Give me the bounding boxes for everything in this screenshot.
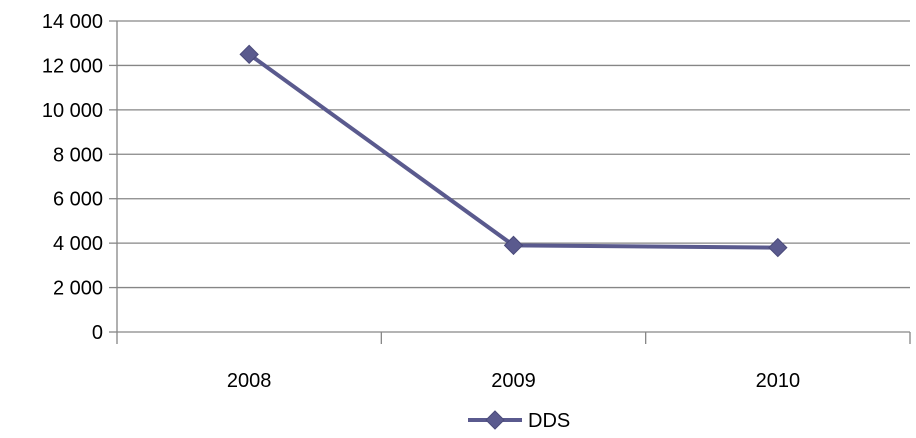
x-axis-tick-labels: 2008 2009 2010 (227, 370, 800, 392)
data-point (239, 44, 259, 65)
legend: DDS (468, 410, 570, 432)
y-tick-label: 6 000 (53, 189, 103, 211)
legend-label: DDS (528, 410, 570, 432)
x-tick-label: 2009 (491, 370, 536, 392)
data-point (768, 237, 788, 258)
y-tick-label: 8 000 (53, 144, 103, 166)
gridlines (117, 20, 910, 289)
x-tick-label: 2008 (227, 370, 272, 392)
legend-marker (485, 410, 505, 430)
axes (109, 20, 911, 344)
y-tick-label: 14 000 (42, 11, 103, 33)
y-axis-tick-labels: 0 2 000 4 000 6 000 8 000 10 000 12 000 14 000 (42, 11, 103, 344)
x-tick-label: 2010 (756, 370, 801, 392)
y-tick-label: 2 000 (53, 278, 103, 300)
y-tick-label: 12 000 (42, 55, 103, 77)
series-group (239, 44, 788, 258)
series-line-dds (247, 52, 778, 250)
y-tick-label: 4 000 (53, 233, 103, 255)
y-tick-label: 10 000 (42, 100, 103, 122)
y-tick-label: 0 (92, 322, 103, 344)
data-point (503, 235, 524, 256)
